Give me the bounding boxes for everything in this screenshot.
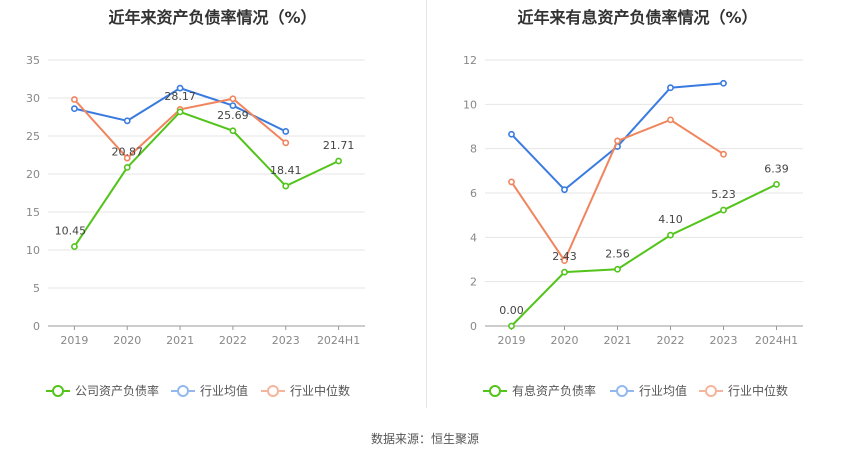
debt-ratio-chart: 0 5 10 15 20 25 30 35 2019 2020 2021 2022 2023 2024H1… xyxy=(26,54,365,398)
data-label: 6.39 xyxy=(764,162,789,175)
data-point xyxy=(667,84,674,92)
legend-item: 行业中位数 xyxy=(699,383,788,398)
data-point xyxy=(71,96,78,103)
interest-debt-ratio-chart: 0 2 4 6 8 10 12 2019 2020 2021 2022 2023 2024H1 0.00 2… xyxy=(463,54,803,398)
data-point xyxy=(123,163,131,171)
data-point xyxy=(667,231,674,239)
data-point xyxy=(561,268,568,276)
data-label: 2.56 xyxy=(605,247,630,260)
data-point xyxy=(614,265,621,273)
legend-marker xyxy=(52,385,64,397)
legend-item: 行业均值 xyxy=(610,383,687,398)
legend-marker xyxy=(616,385,628,397)
y-tick-label: 10 xyxy=(26,244,40,257)
y-tick-label: 35 xyxy=(26,54,40,67)
y-tick-label: 4 xyxy=(470,231,477,244)
legend-label: 行业均值 xyxy=(200,383,248,398)
y-tick-label: 8 xyxy=(470,143,477,156)
x-tick-label: 2020 xyxy=(551,334,579,347)
x-tick-label: 2023 xyxy=(272,334,300,347)
x-tick-label: 2024H1 xyxy=(755,334,798,347)
data-point xyxy=(123,154,131,162)
data-label: 2.43 xyxy=(552,250,577,263)
y-tick-label: 6 xyxy=(470,187,477,200)
data-point xyxy=(720,79,727,87)
x-tick-label: 2019 xyxy=(498,334,526,347)
data-point xyxy=(508,178,515,186)
chart-panel-interest-debt-ratio: 近年来有息资产负债率情况（%） 0 2 4 6 8 10 12 2019 2020 2021 202… xyxy=(425,0,850,420)
x-tick-label: 2022 xyxy=(657,334,685,347)
y-tick-label: 20 xyxy=(26,168,40,181)
panel-divider xyxy=(426,0,427,408)
data-label: 0.00 xyxy=(499,304,524,317)
data-point xyxy=(508,322,515,330)
data-point xyxy=(282,128,290,135)
data-point xyxy=(229,102,237,109)
data-point xyxy=(282,182,290,190)
legend-item: 公司资产负债率 xyxy=(46,383,159,398)
data-point xyxy=(614,137,621,145)
data-label: 20.87 xyxy=(112,145,144,158)
data-point xyxy=(720,206,727,214)
data-label: 25.69 xyxy=(217,109,249,122)
legend-label: 有息资产负债率 xyxy=(512,383,596,398)
x-tick-label: 2021 xyxy=(166,334,194,347)
y-tick-label: 12 xyxy=(463,54,477,67)
legend-item: 有息资产负债率 xyxy=(483,383,596,398)
y-tick-label: 2 xyxy=(470,276,477,289)
data-point xyxy=(720,150,727,158)
x-tick-label: 2023 xyxy=(710,334,738,347)
data-label: 21.71 xyxy=(323,139,355,152)
data-point xyxy=(773,180,780,188)
x-tick-label: 2022 xyxy=(219,334,247,347)
data-point xyxy=(229,95,237,103)
data-label: 10.45 xyxy=(55,225,87,238)
legend-marker xyxy=(705,385,717,397)
data-point xyxy=(71,105,78,113)
x-tick-label: 2020 xyxy=(113,334,141,347)
data-label: 5.23 xyxy=(711,188,736,201)
chart-panel-debt-ratio: 近年来资产负债率情况（%） 0 5 10 15 20 25 30 35 2019 2020 2021… xyxy=(0,0,425,420)
series-line xyxy=(510,82,724,192)
chart-title: 近年来资产负债率情况（%） xyxy=(108,8,317,27)
data-point xyxy=(335,157,342,165)
data-point xyxy=(561,257,568,265)
data-point xyxy=(561,186,568,194)
x-tick-label: 2019 xyxy=(60,334,88,347)
chart-title: 近年来有息资产负债率情况（%） xyxy=(517,8,758,27)
legend-marker xyxy=(489,385,501,397)
y-tick-label: 15 xyxy=(26,206,40,219)
series-line xyxy=(510,183,777,327)
data-source-note: 数据来源：恒生聚源 xyxy=(370,432,479,446)
legend-marker xyxy=(177,385,189,397)
y-tick-label: 25 xyxy=(26,130,40,143)
y-tick-label: 0 xyxy=(33,320,40,333)
x-tick-label: 2024H1 xyxy=(317,334,360,347)
legend-label: 行业中位数 xyxy=(290,383,350,398)
legend-label: 行业中位数 xyxy=(728,383,788,398)
legend-marker xyxy=(267,385,279,397)
data-point xyxy=(282,139,290,147)
legend-label: 行业均值 xyxy=(639,383,687,398)
y-tick-label: 5 xyxy=(33,282,40,295)
data-label: 18.41 xyxy=(270,164,302,177)
legend-label: 公司资产负债率 xyxy=(75,383,159,398)
y-tick-label: 0 xyxy=(470,320,477,333)
data-label: 28.17 xyxy=(164,90,196,103)
legend-item: 行业均值 xyxy=(171,383,248,398)
data-label: 4.10 xyxy=(658,213,683,226)
data-point xyxy=(667,116,674,124)
y-tick-label: 10 xyxy=(463,98,477,111)
data-point xyxy=(508,130,515,138)
data-point xyxy=(71,243,78,250)
y-tick-label: 30 xyxy=(26,92,40,105)
series-line xyxy=(73,110,340,248)
data-point xyxy=(176,84,184,92)
data-point xyxy=(123,117,131,125)
data-point xyxy=(229,127,237,135)
legend-item: 行业中位数 xyxy=(261,383,350,398)
data-point xyxy=(176,108,184,116)
x-tick-label: 2021 xyxy=(604,334,632,347)
